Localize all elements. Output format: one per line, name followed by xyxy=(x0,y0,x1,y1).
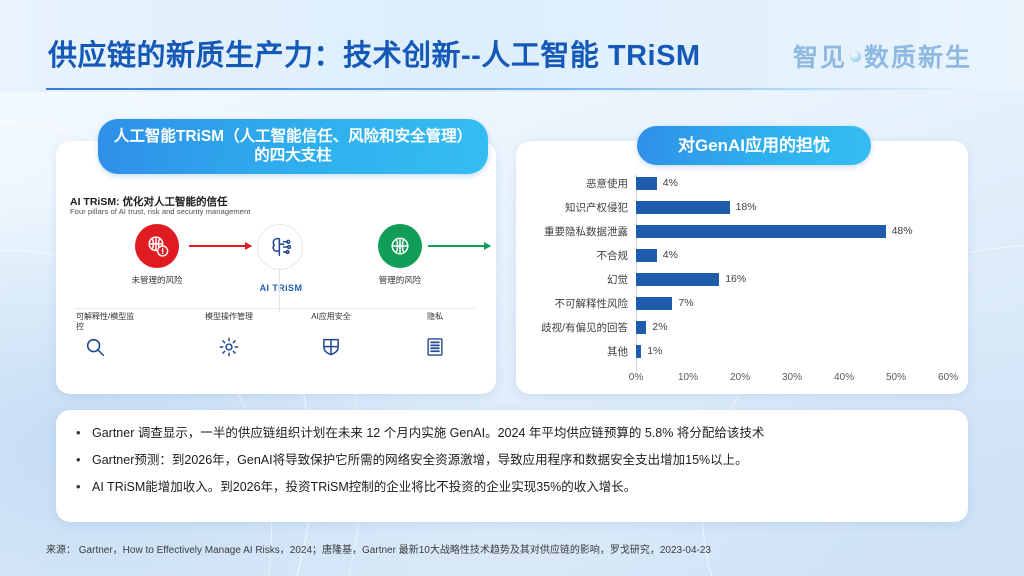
bullet-text: Gartner 调查显示，一半的供应链组织计划在未来 12 个月内实施 GenA… xyxy=(92,426,765,440)
insight-bullet-item: • AI TRiSM能增加收入。到2026年，投资TRiSM控制的企业将比不投资的… xyxy=(76,478,956,496)
chart-value-label: 4% xyxy=(662,249,678,261)
pillar-privacy: 隐私 xyxy=(392,312,478,363)
brand-logo-right-text: 数质新生 xyxy=(863,44,972,72)
chart-category-label: 不合规 xyxy=(596,249,629,262)
chart-bar xyxy=(636,320,647,334)
infographic-title: AI TRiSM: 优化对人工智能的信任 xyxy=(70,196,228,208)
source-note: 来源： Gartner，How to Effectively Manage AI… xyxy=(46,545,711,556)
chart-value-label: 18% xyxy=(735,201,757,213)
pillar-label: AI应用安全 xyxy=(311,312,351,321)
slide-header: 供应链的新质生产力：技术创新--人工智能 TRiSM 智见 数质新生 xyxy=(0,0,1024,92)
chart-bar-row: 不可解释性风险 7% xyxy=(530,294,694,312)
pillar-label: 模型操作管理 xyxy=(205,312,253,321)
chart-bar xyxy=(636,224,886,238)
risk-warning-brain-icon xyxy=(135,224,179,268)
pillar-label: 隐私 xyxy=(427,312,443,321)
chart-bar-row: 重要隐私数据泄露 48% xyxy=(530,222,913,240)
chart-category-label: 幻觉 xyxy=(607,273,628,286)
chart-bar xyxy=(636,344,642,358)
chart-value-label: 7% xyxy=(678,297,694,309)
pillar-explainability: 可解释性/模型监控 xyxy=(76,312,142,363)
chart-x-tick-label: 10% xyxy=(677,372,699,383)
chart-bar-row: 歧视/有偏见的回答 2% xyxy=(530,318,668,336)
bullet-marker-icon: • xyxy=(76,479,81,494)
chart-value-label: 48% xyxy=(891,225,913,237)
brand-dot-icon xyxy=(849,51,861,62)
chart-value-label: 16% xyxy=(725,273,747,285)
chart-category-label: 重要隐私数据泄露 xyxy=(544,225,628,238)
magnifier-icon xyxy=(84,336,142,363)
insight-bullet-item: • Gartner预测：到2026年，GenAI将导致保护它所需的网络安全资源激增… xyxy=(76,451,956,469)
right-panel-title-pill: 对GenAI应用的担忧 xyxy=(637,126,871,166)
chart-bar xyxy=(636,272,720,286)
insights-bullet-list: • Gartner 调查显示，一半的供应链组织计划在未来 12 个月内实施 Gen… xyxy=(76,424,956,505)
brand-logo-left-text: 智见 xyxy=(792,44,847,72)
infographic-subtitle: Four pillars of AI trust, risk and secur… xyxy=(70,207,251,216)
page-title: 供应链的新质生产力：技术创新--人工智能 TRiSM xyxy=(48,40,701,72)
bullet-marker-icon: • xyxy=(76,425,81,440)
chart-x-tick-label: 30% xyxy=(781,372,803,383)
left-panel-title-pill: 人工智能TRiSM（人工智能信任、风险和安全管理）的四大支柱 xyxy=(98,119,488,174)
insight-bullet-item: • Gartner 调查显示，一半的供应链组织计划在未来 12 个月内实施 Gen… xyxy=(76,424,956,442)
header-divider xyxy=(46,88,978,90)
pillar-app-security: AI应用安全 xyxy=(288,312,374,363)
chart-x-tick-label: 40% xyxy=(833,372,855,383)
chart-bar-row: 幻觉 16% xyxy=(530,270,746,288)
chart-value-label: 1% xyxy=(647,345,663,357)
gear-icon xyxy=(186,336,272,363)
bullet-marker-icon: • xyxy=(76,452,81,467)
shield-icon xyxy=(288,336,374,363)
chart-category-label: 其他 xyxy=(607,345,628,358)
chart-x-axis: 0% 10% 20% 30% 40% 50% 60% xyxy=(629,370,958,388)
arrow-trism-to-managed xyxy=(428,242,491,250)
chart-bar-row: 知识产权侵犯 18% xyxy=(530,198,757,216)
chart-x-tick-label: 50% xyxy=(885,372,907,383)
pillar-label: 可解释性/模型监控 xyxy=(76,312,135,331)
database-records-icon xyxy=(392,336,478,363)
bullet-text: Gartner预测：到2026年，GenAI将导致保护它所需的网络安全资源激增，… xyxy=(92,453,748,467)
chart-x-tick-label: 0% xyxy=(628,372,644,383)
pillar-model-ops: 模型操作管理 xyxy=(186,312,272,363)
managed-brain-icon xyxy=(378,224,422,268)
chart-x-tick-label: 20% xyxy=(729,372,751,383)
right-panel-card xyxy=(516,141,968,394)
brand-logo: 智见 数质新生 xyxy=(793,38,972,74)
chart-category-label: 歧视/有偏见的回答 xyxy=(541,321,628,334)
infographic-stem-line xyxy=(279,268,280,312)
genai-concerns-bar-chart: 恶意使用 4% 知识产权侵犯 18% 重要隐私数据泄露 48% 不合规 4% 幻觉 16% 不可解释… xyxy=(530,170,958,383)
ai-brain-circuit-icon xyxy=(257,224,303,270)
chart-bar-row: 恶意使用 4% xyxy=(530,174,678,192)
chart-bar xyxy=(636,248,657,262)
arrow-unmanaged-to-trism xyxy=(189,242,252,250)
chart-value-label: 2% xyxy=(652,321,668,333)
chart-bar-row: 不合规 4% xyxy=(530,246,678,264)
infographic-divider xyxy=(75,308,475,309)
left-node-label: 未管理的风险 xyxy=(131,275,183,285)
chart-bar xyxy=(636,296,673,310)
chart-bar xyxy=(636,200,730,214)
center-node-label: AI TRiSM xyxy=(259,283,303,293)
chart-category-label: 知识产权侵犯 xyxy=(565,201,628,214)
chart-bar xyxy=(636,176,657,190)
right-node-label: 管理的风险 xyxy=(378,275,422,285)
chart-x-tick-label: 60% xyxy=(937,372,959,383)
insights-card xyxy=(56,410,968,522)
chart-category-label: 恶意使用 xyxy=(586,177,628,190)
chart-bar-row: 其他 1% xyxy=(530,342,662,360)
bullet-text: AI TRiSM能增加收入。到2026年，投资TRiSM控制的企业将比不投资的企… xyxy=(92,480,637,494)
chart-category-label: 不可解释性风险 xyxy=(554,297,629,310)
chart-value-label: 4% xyxy=(662,177,678,189)
